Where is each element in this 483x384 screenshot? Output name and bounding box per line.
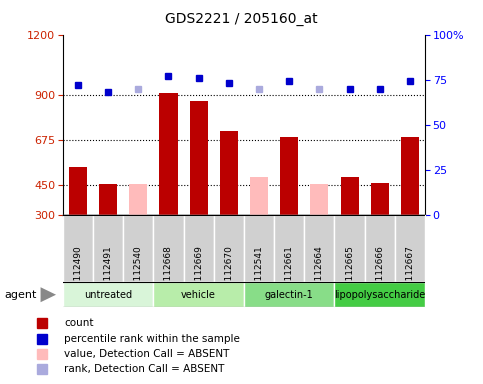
Text: GSM112668: GSM112668 <box>164 245 173 300</box>
Text: GSM112666: GSM112666 <box>375 245 384 300</box>
Bar <box>244 215 274 282</box>
Text: GSM112491: GSM112491 <box>103 245 113 300</box>
Bar <box>213 215 244 282</box>
Bar <box>274 215 304 282</box>
Bar <box>189 101 208 215</box>
Text: GSM112490: GSM112490 <box>73 245 83 300</box>
Text: GSM112667: GSM112667 <box>405 245 414 300</box>
Bar <box>159 93 178 215</box>
Text: GDS2221 / 205160_at: GDS2221 / 205160_at <box>165 12 318 25</box>
Text: count: count <box>64 318 94 328</box>
Bar <box>401 137 419 215</box>
Text: GSM112665: GSM112665 <box>345 245 354 300</box>
Text: GSM112664: GSM112664 <box>315 245 324 300</box>
Bar <box>220 131 238 215</box>
Bar <box>123 215 154 282</box>
Bar <box>154 282 244 307</box>
Bar <box>371 183 389 215</box>
Text: galectin-1: galectin-1 <box>265 290 313 300</box>
Polygon shape <box>41 287 56 302</box>
Bar <box>93 215 123 282</box>
Text: GSM112669: GSM112669 <box>194 245 203 300</box>
Text: untreated: untreated <box>84 290 132 300</box>
Text: GSM112541: GSM112541 <box>255 245 264 300</box>
Bar <box>154 215 184 282</box>
Bar <box>63 282 154 307</box>
Bar <box>311 184 328 215</box>
Text: GSM112540: GSM112540 <box>134 245 143 300</box>
Text: GSM112670: GSM112670 <box>224 245 233 300</box>
Text: percentile rank within the sample: percentile rank within the sample <box>64 334 240 344</box>
Bar <box>184 215 213 282</box>
Bar <box>250 177 268 215</box>
Bar <box>63 215 93 282</box>
Bar <box>304 215 334 282</box>
Text: rank, Detection Call = ABSENT: rank, Detection Call = ABSENT <box>64 364 225 374</box>
Bar <box>334 282 425 307</box>
Text: vehicle: vehicle <box>181 290 216 300</box>
Text: agent: agent <box>5 290 37 300</box>
Bar <box>334 215 365 282</box>
Bar <box>395 215 425 282</box>
Text: GSM112661: GSM112661 <box>284 245 294 300</box>
Bar <box>99 184 117 215</box>
Bar <box>129 184 147 215</box>
Text: value, Detection Call = ABSENT: value, Detection Call = ABSENT <box>64 349 229 359</box>
Bar <box>280 137 298 215</box>
Bar <box>244 282 334 307</box>
Text: lipopolysaccharide: lipopolysaccharide <box>334 290 426 300</box>
Bar <box>365 215 395 282</box>
Bar <box>341 177 358 215</box>
Bar <box>69 167 87 215</box>
